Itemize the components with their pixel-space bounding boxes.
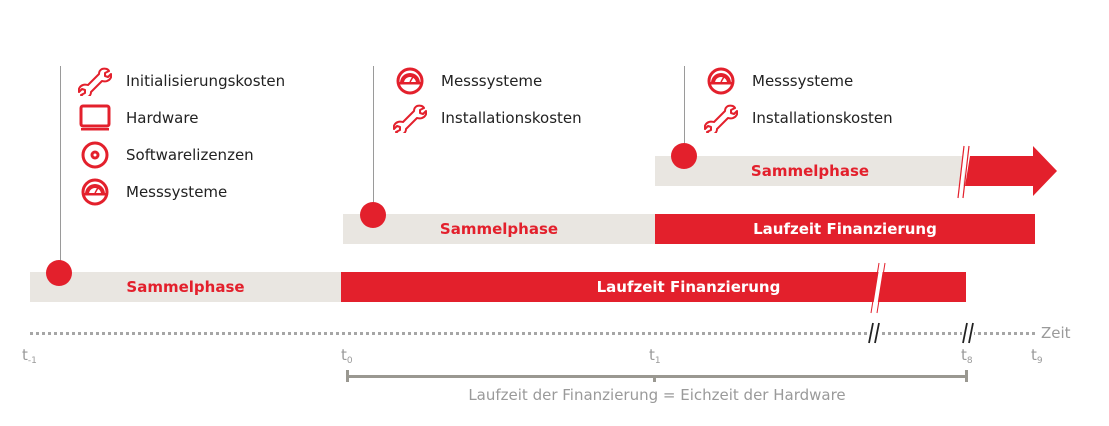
axis-break-mark	[962, 322, 974, 344]
duration-bracket	[346, 375, 968, 378]
bracket-end-right	[965, 370, 968, 382]
monitor-icon	[78, 103, 112, 133]
gauge-icon	[393, 66, 427, 96]
milestone-dot-t-1	[46, 260, 72, 286]
phase-bar-sammelphase-t1: Sammelphase	[655, 156, 965, 186]
tick-t8: t8	[961, 346, 973, 366]
milestone-dot-t0	[360, 202, 386, 228]
legend-label: Messsysteme	[752, 72, 854, 90]
tick-t-1: t-1	[22, 346, 37, 366]
gauge-icon	[704, 66, 738, 96]
tick-t9: t9	[1031, 346, 1043, 366]
time-axis	[30, 332, 1035, 335]
wrench-icon	[393, 103, 427, 133]
financing-label: Laufzeit Finanzierung	[596, 278, 781, 296]
legend-item: Hardware	[78, 103, 198, 133]
phase-bar-sammelphase-t0: Sammelphase	[343, 214, 655, 244]
phase-bar-sammelphase-t-1: Sammelphase	[30, 272, 341, 302]
legend-label: Softwarelizenzen	[126, 146, 254, 164]
legend-item: Installationskosten	[393, 103, 582, 133]
gauge-icon	[78, 177, 112, 207]
continuation-arrow	[957, 145, 1057, 199]
bracket-tick-t1	[653, 375, 656, 382]
legend-item: Initialisierungskosten	[78, 66, 285, 96]
legend-item: Installationskosten	[704, 103, 893, 133]
legend-item: Messsysteme	[393, 66, 542, 96]
marker-line-t1	[684, 66, 685, 150]
marker-line-t-1	[60, 66, 61, 266]
axis-break-mark	[868, 322, 880, 344]
break-mark-bar	[870, 262, 886, 314]
legend-item: Softwarelizenzen	[78, 140, 254, 170]
financing-bar-t-1: Laufzeit Finanzierung	[341, 272, 966, 302]
disc-icon	[78, 140, 112, 170]
legend-label: Messsysteme	[441, 72, 543, 90]
duration-caption: Laufzeit der Finanzierung = Eichzeit der…	[468, 386, 846, 404]
legend-item: Messsysteme	[704, 66, 853, 96]
axis-label-zeit: Zeit	[1041, 324, 1071, 342]
phase-label: Sammelphase	[439, 220, 559, 238]
financing-label: Laufzeit Finanzierung	[753, 220, 937, 238]
phase-label: Sammelphase	[750, 162, 870, 180]
wrench-icon	[704, 103, 738, 133]
legend-label: Initialisierungskosten	[126, 72, 286, 90]
legend-label: Hardware	[126, 109, 199, 127]
legend-label: Messsysteme	[126, 183, 228, 201]
tick-t1: t1	[649, 346, 661, 366]
legend-label: Installationskosten	[441, 109, 582, 127]
milestone-dot-t1	[671, 143, 697, 169]
marker-line-t0	[373, 66, 374, 208]
phase-label: Sammelphase	[126, 278, 245, 296]
legend-label: Installationskosten	[752, 109, 893, 127]
legend-item: Messsysteme	[78, 177, 227, 207]
financing-bar-t0: Laufzeit Finanzierung	[655, 214, 1035, 244]
bracket-end-left	[346, 370, 349, 382]
tick-t0: t0	[341, 346, 353, 366]
wrench-icon	[78, 66, 112, 96]
